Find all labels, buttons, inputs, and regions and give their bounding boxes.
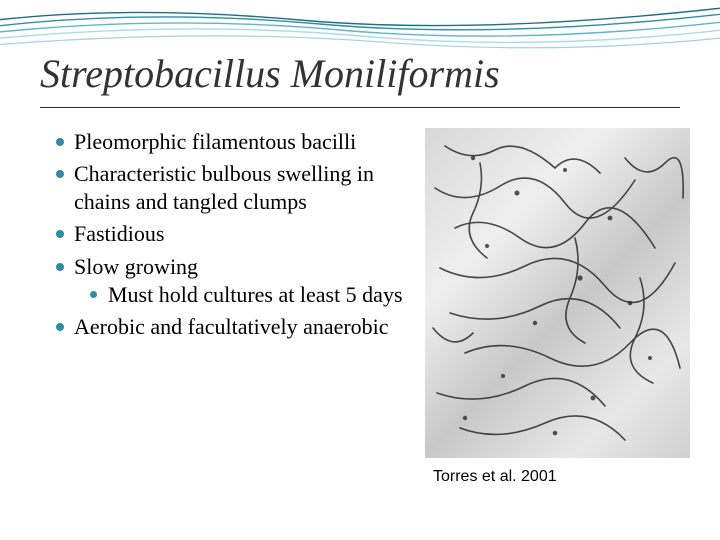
list-item: Pleomorphic filamentous bacilli — [58, 128, 405, 156]
bullet-list: Pleomorphic filamentous bacilli Characte… — [40, 128, 405, 341]
micrograph-filaments — [425, 128, 690, 458]
content-row: Pleomorphic filamentous bacilli Characte… — [0, 108, 720, 486]
list-item-text: Fastidious — [74, 221, 164, 246]
list-item-text: Slow growing — [74, 254, 198, 279]
list-item: Characteristic bulbous swelling in chain… — [58, 160, 405, 216]
micrograph-image — [425, 128, 690, 458]
list-item: Slow growing Must hold cultures at least… — [58, 253, 405, 309]
list-item-text: Characteristic bulbous swelling in chain… — [74, 161, 374, 214]
list-item-text: Pleomorphic filamentous bacilli — [74, 129, 356, 154]
list-item-text: Must hold cultures at least 5 days — [108, 282, 403, 307]
list-item: Aerobic and facultatively anaerobic — [58, 313, 405, 341]
sub-bullet-list: Must hold cultures at least 5 days — [74, 281, 405, 309]
image-column: Torres et al. 2001 — [425, 128, 690, 486]
bullet-list-container: Pleomorphic filamentous bacilli Characte… — [40, 128, 405, 486]
slide-title: Streptobacillus Moniliformis — [0, 0, 720, 107]
list-item: Fastidious — [58, 220, 405, 248]
image-citation: Torres et al. 2001 — [425, 468, 557, 486]
list-item-text: Aerobic and facultatively anaerobic — [74, 314, 389, 339]
list-item: Must hold cultures at least 5 days — [92, 281, 405, 309]
